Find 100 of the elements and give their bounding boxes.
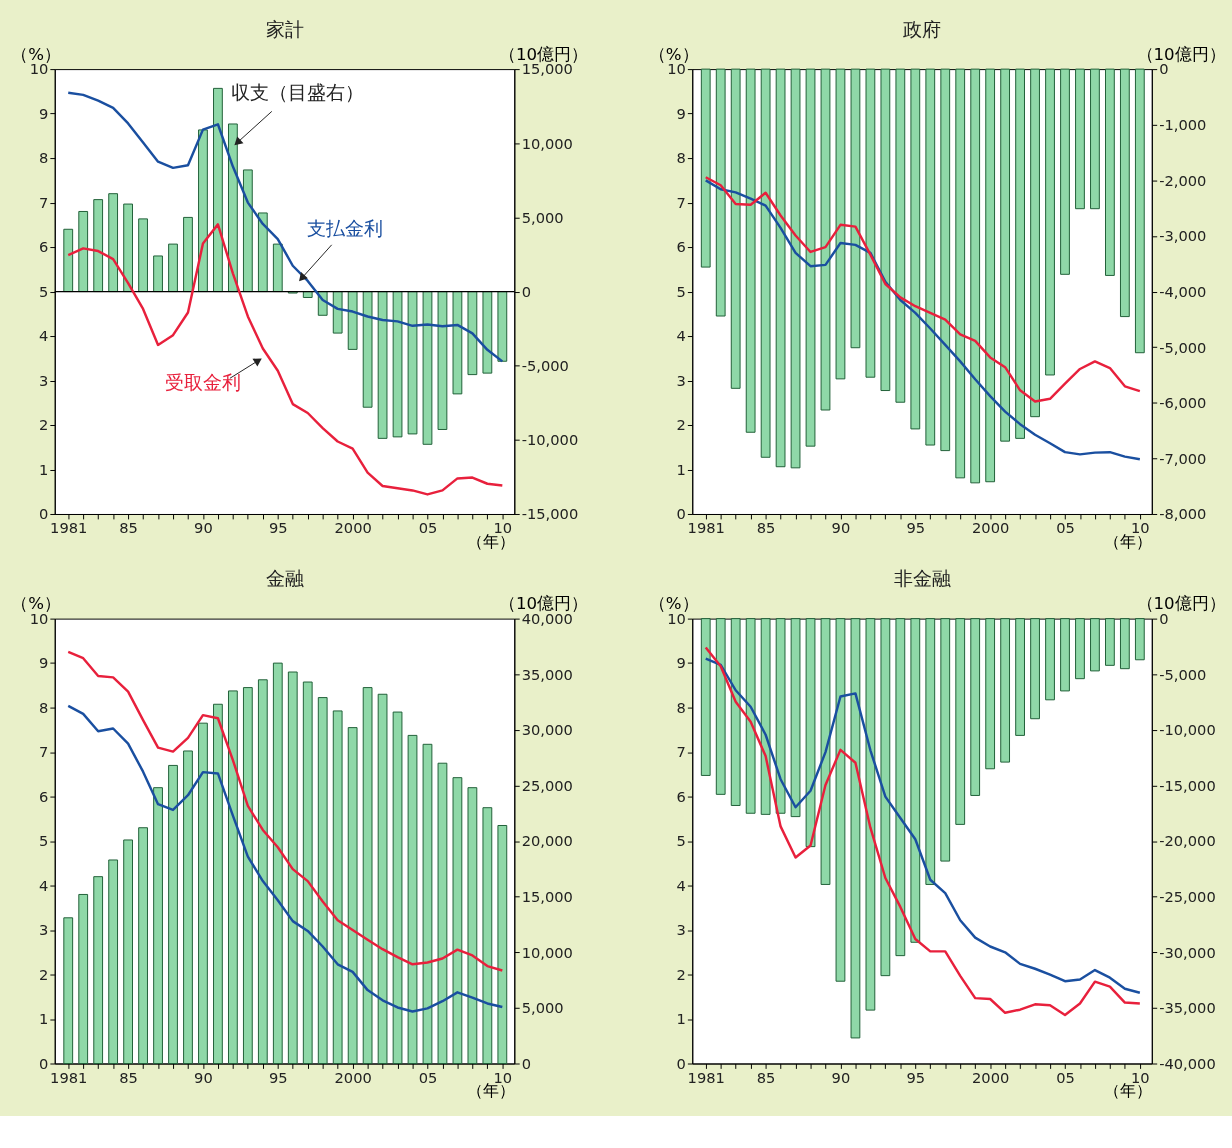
y2-tick-label: 5,000 <box>521 999 564 1017</box>
y-tick-label: 0 <box>39 1054 49 1072</box>
y-tick-label: 2 <box>676 416 686 434</box>
y-tick-label: 7 <box>39 193 49 211</box>
series-label: 受取金利 <box>164 371 241 393</box>
chart-title: 非金融 <box>893 568 951 590</box>
y-tick-label: 3 <box>39 921 49 939</box>
y2-tick-label: -7,000 <box>1159 449 1207 467</box>
x-tick-label: 90 <box>194 519 213 537</box>
y2-tick-label: 30,000 <box>521 721 573 739</box>
y-tick-label: 7 <box>676 743 686 761</box>
x-tick-label: 2000 <box>334 519 372 537</box>
y2-tick-label: 0 <box>521 282 531 300</box>
x-tick-label: 10 <box>493 519 513 537</box>
y2-tick-label: -30,000 <box>1159 943 1216 961</box>
x-tick-label: 05 <box>1056 1068 1075 1086</box>
y2-tick-label: -5,000 <box>1159 665 1207 683</box>
y-tick-label: 1 <box>676 1010 686 1028</box>
y2-axis-title: （10億円） <box>498 44 589 64</box>
x-tick-label: 95 <box>268 1068 288 1086</box>
y-tick-label: 0 <box>676 1054 686 1072</box>
x-tick-label: 05 <box>1056 519 1075 537</box>
y2-tick-label: -35,000 <box>1159 999 1216 1017</box>
y2-tick-label: -8,000 <box>1159 505 1207 523</box>
y-tick-label: 8 <box>39 698 49 716</box>
y2-tick-label: -40,000 <box>1159 1054 1216 1072</box>
y-tick-label: 4 <box>676 876 686 894</box>
x-tick-label: 85 <box>119 1068 138 1086</box>
y2-tick-label: 35,000 <box>521 665 573 683</box>
series-label: 収支（目盛右） <box>230 82 364 104</box>
y2-tick-label: 5,000 <box>521 208 564 226</box>
x-tick-label: 10 <box>1131 1068 1150 1086</box>
y2-tick-label: -25,000 <box>1159 888 1216 906</box>
x-tick-label: 10 <box>493 1068 513 1086</box>
y-tick-label: 9 <box>676 654 686 672</box>
y-tick-label: 5 <box>39 282 49 300</box>
series-label: 支払金利 <box>307 218 384 240</box>
y-axis-title: （%） <box>648 44 699 64</box>
y-tick-label: 6 <box>39 787 49 805</box>
chart-title: 金融 <box>265 568 304 590</box>
y2-tick-label: 20,000 <box>521 832 573 850</box>
chart-title: 政府 <box>903 18 942 40</box>
x-tick-label: 85 <box>756 1068 776 1086</box>
y-tick-label: 7 <box>676 193 686 211</box>
y-tick-label: 1 <box>39 1010 49 1028</box>
y2-tick-label: -6,000 <box>1159 394 1207 412</box>
y-tick-label: 2 <box>676 965 686 983</box>
x-tick-label: 95 <box>268 519 288 537</box>
x-tick-label: 90 <box>831 1068 851 1086</box>
y-tick-label: 1 <box>676 460 686 478</box>
y2-tick-label: -20,000 <box>1159 832 1216 850</box>
y-tick-label: 3 <box>676 371 686 389</box>
y2-tick-label: -3,000 <box>1159 227 1207 245</box>
y2-tick-label: -15,000 <box>521 505 579 523</box>
y-tick-label: 2 <box>39 965 49 983</box>
y-tick-label: 8 <box>676 149 686 167</box>
y2-tick-label: 25,000 <box>521 776 573 794</box>
y2-tick-label: -4,000 <box>1159 282 1207 300</box>
x-tick-label: 2000 <box>334 1068 372 1086</box>
y2-tick-label: 10,000 <box>521 943 573 961</box>
y-tick-label: 8 <box>39 149 49 167</box>
y2-tick-label: -5,000 <box>521 357 569 375</box>
x-tick-label: 10 <box>1131 519 1150 537</box>
x-tick-label: 1981 <box>50 1068 88 1086</box>
y-tick-label: 9 <box>39 104 49 122</box>
x-tick-label: 95 <box>906 1068 926 1086</box>
y-tick-label: 3 <box>39 371 49 389</box>
y2-tick-label: -2,000 <box>1159 171 1207 189</box>
x-tick-label: 2000 <box>971 1068 1010 1086</box>
x-tick-label: 85 <box>119 519 138 537</box>
x-tick-label: 05 <box>418 1068 438 1086</box>
y-tick-label: 0 <box>39 505 49 523</box>
y2-tick-label: 15,000 <box>521 888 573 906</box>
x-tick-label: 2000 <box>971 519 1010 537</box>
y-axis-title: （%） <box>11 594 62 614</box>
x-tick-label: 05 <box>418 519 438 537</box>
y-axis-title: （%） <box>648 594 699 614</box>
y-tick-label: 6 <box>39 238 49 256</box>
y-tick-label: 2 <box>39 416 49 434</box>
x-tick-label: 95 <box>906 519 926 537</box>
y-tick-label: 9 <box>39 654 49 672</box>
y2-tick-label: -15,000 <box>1159 776 1216 794</box>
y-tick-label: 6 <box>676 787 686 805</box>
y2-tick-label: -5,000 <box>1159 338 1207 356</box>
y-tick-label: 5 <box>676 832 686 850</box>
y-tick-label: 7 <box>39 743 49 761</box>
y-tick-label: 5 <box>676 282 686 300</box>
y-tick-label: 9 <box>676 104 686 122</box>
y-tick-label: 5 <box>39 832 49 850</box>
y-tick-label: 8 <box>676 698 686 716</box>
y-tick-label: 0 <box>676 505 686 523</box>
x-tick-label: 1981 <box>687 519 725 537</box>
x-tick-label: 1981 <box>687 1068 725 1086</box>
x-tick-label: 90 <box>831 519 851 537</box>
y2-tick-label: -10,000 <box>1159 721 1216 739</box>
x-tick-label: 1981 <box>50 519 88 537</box>
y-tick-label: 4 <box>39 327 49 345</box>
y-tick-label: 4 <box>39 876 49 894</box>
y-tick-label: 3 <box>676 921 686 939</box>
y-axis-title: （%） <box>11 44 62 64</box>
